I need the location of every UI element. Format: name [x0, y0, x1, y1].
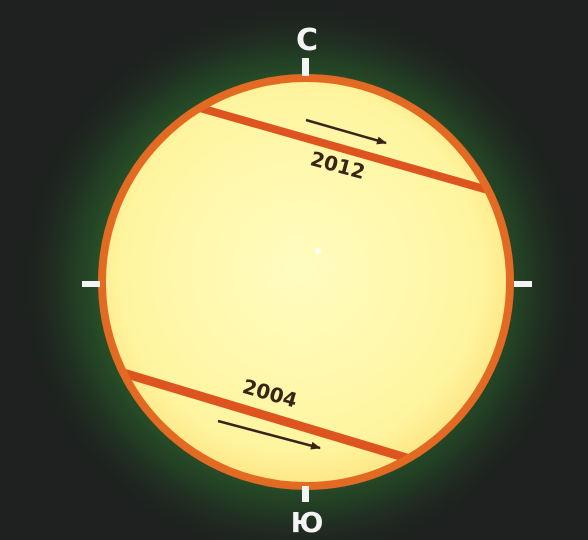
east-tick — [514, 281, 532, 287]
north-label: С — [296, 23, 318, 58]
south-label: Ю — [291, 506, 324, 539]
sun-disk — [102, 78, 510, 486]
sun-center-mark — [315, 248, 321, 254]
motion-arrow-2012 — [305, 118, 387, 145]
west-tick — [82, 281, 100, 287]
transit-path-2012 — [196, 104, 499, 196]
south-tick — [302, 486, 309, 502]
motion-arrow-2004 — [217, 419, 321, 450]
transit-path-2004 — [115, 367, 425, 467]
north-tick — [302, 58, 309, 76]
